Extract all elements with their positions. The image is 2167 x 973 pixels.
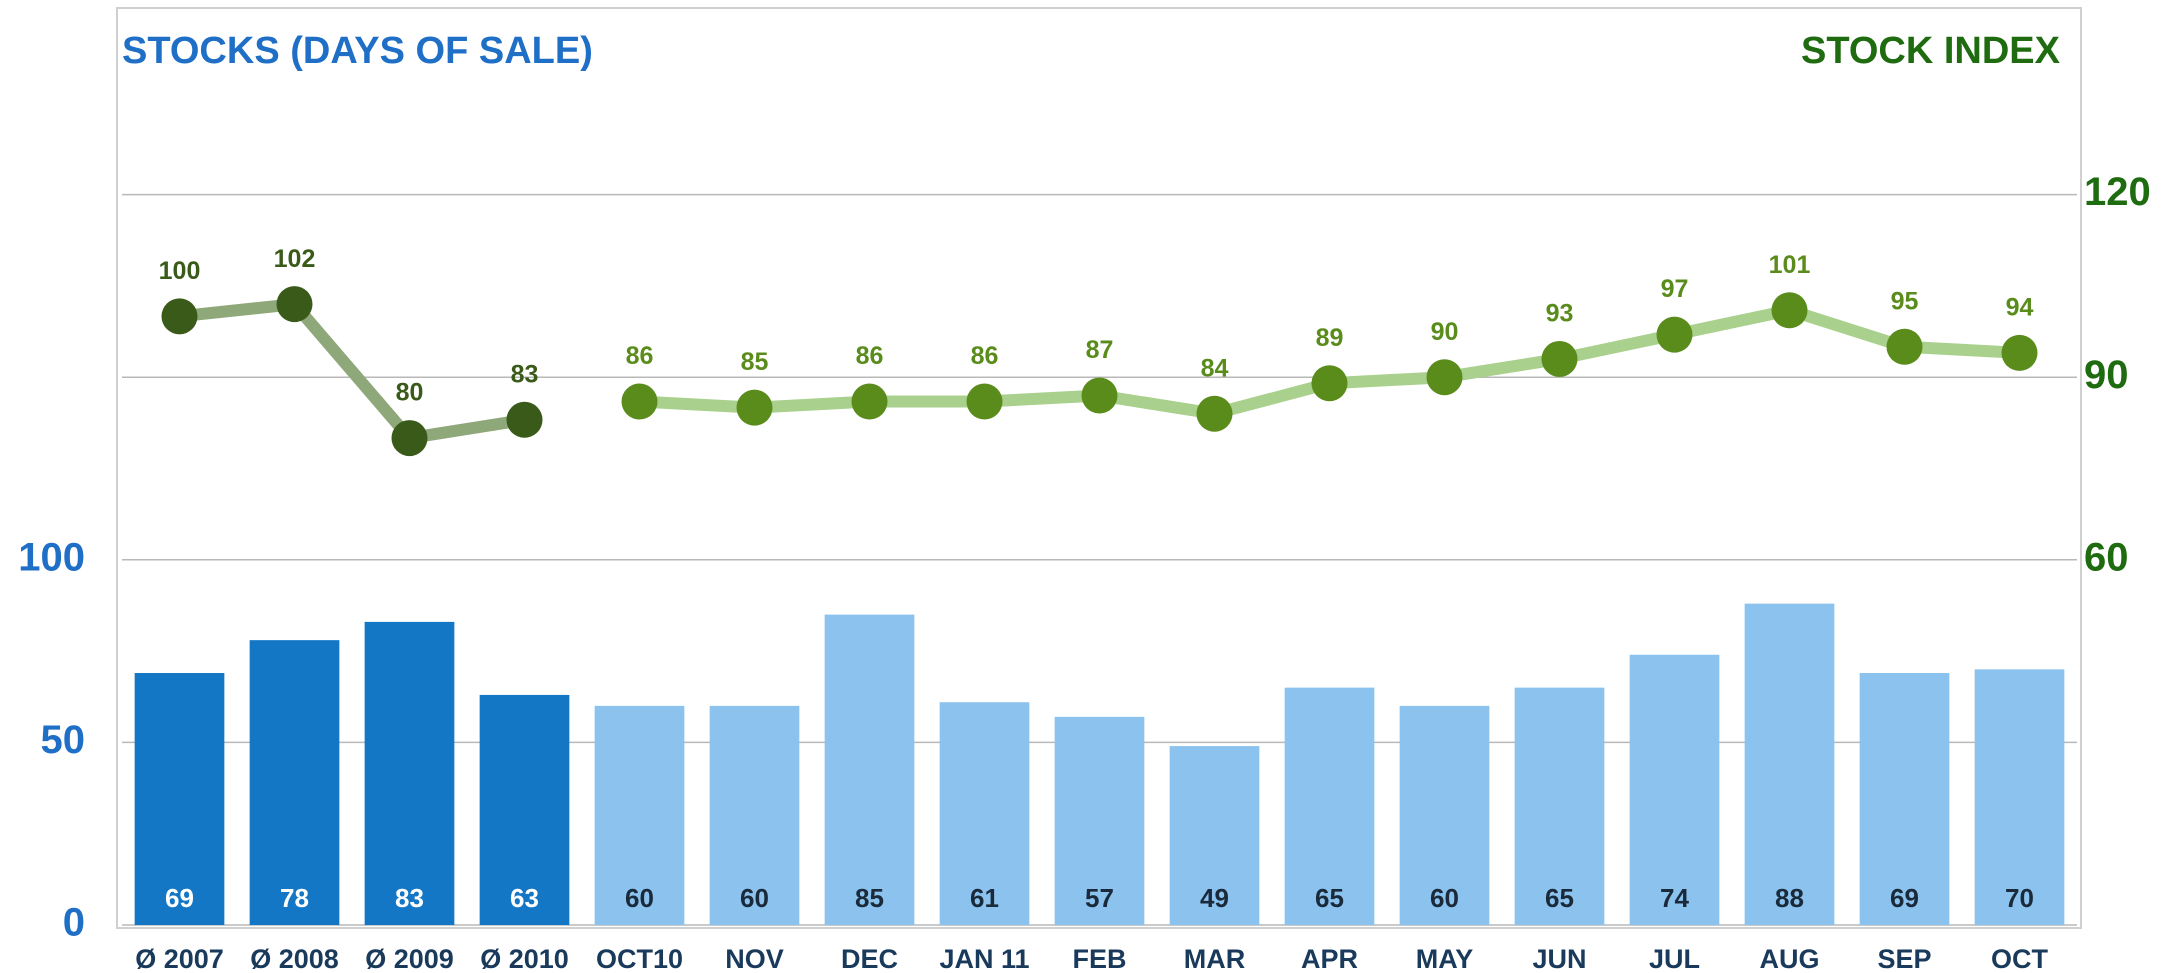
x-tick-label: JUL: [1649, 944, 1700, 973]
marker: [851, 383, 888, 420]
bar-label: 49: [1200, 883, 1229, 913]
bar-label: 65: [1545, 883, 1574, 913]
y2-tick-label: 120: [2084, 170, 2151, 214]
point-label: 100: [159, 257, 201, 285]
bar: [1859, 673, 1950, 925]
marker: [1886, 328, 1923, 365]
x-tick-label: SEP: [1877, 944, 1931, 973]
point-label: 97: [1661, 275, 1689, 303]
marker: [621, 383, 658, 420]
marker: [966, 383, 1003, 420]
y-tick-label: 50: [41, 718, 86, 762]
point-label: 101: [1769, 251, 1811, 279]
bar: [1284, 687, 1375, 925]
x-tick-label: APR: [1301, 944, 1358, 973]
bar-label: 69: [1890, 883, 1919, 913]
x-tick-label: NOV: [725, 944, 784, 973]
x-tick-label: FEB: [1073, 944, 1127, 973]
bar: [824, 614, 915, 925]
x-tick-label: JUN: [1532, 944, 1586, 973]
point-label: 80: [396, 379, 424, 407]
bar-label: 65: [1315, 883, 1344, 913]
point-label: 87: [1086, 336, 1114, 364]
bar: [1974, 669, 2065, 925]
x-tick-label: Ø 2008: [250, 944, 339, 973]
y2-tick-label: 60: [2084, 535, 2129, 579]
bar: [594, 705, 685, 925]
chart-title: STOCKS (DAYS OF SALE): [122, 30, 593, 72]
marker: [506, 401, 543, 438]
x-tick-label: DEC: [841, 944, 898, 973]
bar: [479, 694, 570, 925]
bar: [1169, 746, 1260, 925]
bar-label: 60: [740, 883, 769, 913]
marker: [1081, 377, 1118, 414]
point-label: 89: [1316, 324, 1344, 352]
point-label: 84: [1201, 354, 1229, 382]
x-tick-label: Ø 2010: [480, 944, 569, 973]
bar-label: 60: [625, 883, 654, 913]
x-tick-label: JAN 11: [939, 944, 1029, 973]
marker: [1541, 340, 1578, 377]
bar-label: 63: [510, 883, 539, 913]
y2-title: STOCK INDEX: [1801, 30, 2061, 72]
y-tick-label: 0: [63, 901, 85, 945]
bar: [134, 673, 225, 925]
marker: [391, 420, 428, 457]
marker: [1771, 292, 1808, 329]
point-label: 102: [274, 245, 316, 273]
x-tick-label: AUG: [1760, 944, 1820, 973]
bar: [1744, 603, 1835, 925]
bar-label: 57: [1085, 883, 1114, 913]
marker: [736, 389, 773, 426]
bar-label: 70: [2005, 883, 2034, 913]
marker: [1656, 316, 1693, 353]
point-label: 95: [1891, 287, 1919, 315]
x-tick-label: MAY: [1416, 944, 1474, 973]
bar: [1399, 705, 1490, 925]
point-label: 90: [1431, 318, 1459, 346]
point-label: 85: [741, 348, 769, 376]
y-tick-label: 100: [18, 535, 85, 579]
x-tick-label: Ø 2007: [135, 944, 224, 973]
point-label: 86: [856, 342, 884, 370]
bar: [1054, 716, 1145, 925]
bar-label: 60: [1430, 883, 1459, 913]
point-label: 86: [971, 342, 999, 370]
marker: [1311, 365, 1348, 402]
bar: [249, 640, 340, 925]
bar: [709, 705, 800, 925]
bar: [939, 702, 1030, 925]
point-label: 93: [1546, 300, 1574, 328]
bar-label: 78: [280, 883, 309, 913]
marker: [1196, 395, 1233, 432]
bar-label: 83: [395, 883, 424, 913]
x-tick-label: MAR: [1184, 944, 1246, 973]
point-label: 83: [511, 360, 539, 388]
bar: [1514, 687, 1605, 925]
bar-label: 69: [165, 883, 194, 913]
x-tick-label: Ø 2009: [365, 944, 454, 973]
marker: [161, 298, 198, 335]
bar: [364, 621, 455, 925]
bar-label: 61: [970, 883, 999, 913]
bar: [1629, 654, 1720, 925]
point-label: 86: [626, 342, 654, 370]
bar-label: 74: [1660, 883, 1689, 913]
bar-label: 85: [855, 883, 884, 913]
x-tick-label: OCT: [1991, 944, 2049, 973]
marker: [2001, 334, 2038, 371]
y2-tick-label: 90: [2084, 353, 2129, 397]
marker: [1426, 359, 1463, 396]
marker: [276, 286, 313, 323]
point-label: 94: [2006, 293, 2034, 321]
x-tick-label: OCT10: [596, 944, 683, 973]
bar-label: 88: [1775, 883, 1804, 913]
line: [178, 298, 526, 445]
